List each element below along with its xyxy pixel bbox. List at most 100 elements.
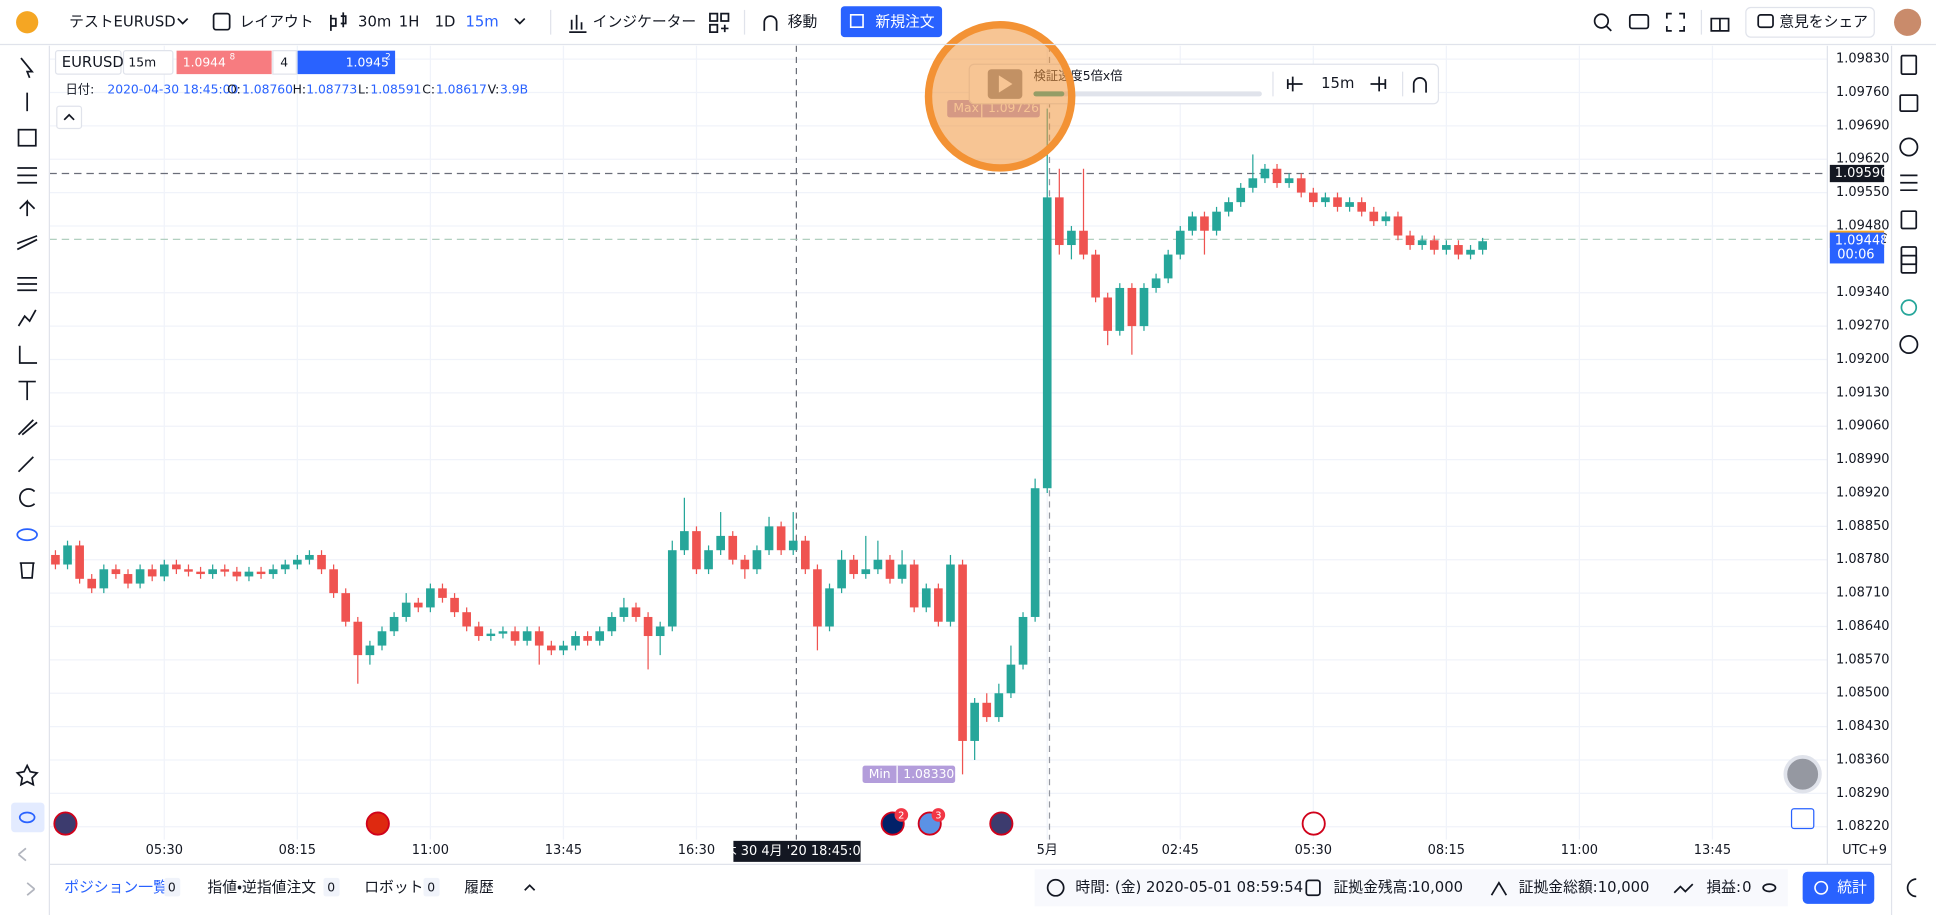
redo[interactable] (26, 882, 36, 896)
favorites-tool[interactable] (15, 763, 39, 787)
theme-toggle[interactable] (1906, 878, 1917, 898)
interval-button[interactable]: 30m (358, 13, 391, 30)
positions-tab[interactable]: ポジション一覧 (64, 879, 168, 896)
legend-symbol[interactable]: EURUSD (62, 54, 124, 71)
candle-body (159, 564, 169, 577)
report-icon[interactable] (1900, 254, 1918, 274)
candle-body (268, 569, 278, 575)
settings-icon[interactable] (1899, 335, 1919, 355)
snapshot-icon[interactable] (1628, 13, 1650, 30)
legend-interval[interactable]: 15m (128, 56, 156, 70)
sell-button[interactable] (176, 50, 272, 75)
calendar-icon[interactable] (1899, 94, 1919, 113)
candle-body (825, 588, 834, 627)
brush-tool[interactable] (17, 419, 38, 436)
sync-tool[interactable] (11, 802, 45, 833)
replay-interval[interactable]: 15m (1321, 75, 1354, 92)
delete-tool[interactable] (19, 562, 35, 579)
chevron[interactable] (514, 17, 526, 25)
interval-button[interactable]: 1H (399, 13, 420, 30)
undo[interactable] (17, 847, 27, 862)
sell-price[interactable]: 1.0944 (183, 56, 226, 70)
event-badge (894, 808, 909, 822)
magnet-tool[interactable] (19, 488, 36, 508)
candle-body (982, 702, 992, 718)
cursor-tool[interactable] (20, 57, 34, 79)
candle-body (51, 554, 60, 565)
pl-label: 損益: (1706, 879, 1741, 896)
buy-price[interactable]: 1.0945 (346, 56, 389, 70)
candle-body (75, 545, 84, 579)
replay-progress (1033, 91, 1262, 97)
alerts-icon[interactable] (1899, 137, 1919, 157)
gann-tool[interactable] (17, 276, 38, 292)
pen-tool[interactable] (17, 456, 34, 473)
notes-icon[interactable] (1900, 210, 1918, 230)
layout-button[interactable]: レイアウト (240, 13, 314, 30)
interval-button[interactable]: 1D (435, 13, 456, 30)
search-icon[interactable] (1593, 13, 1610, 29)
share-label[interactable]: 意見をシェア (1779, 13, 1868, 30)
symbol-button[interactable]: テストEURUSD (69, 13, 175, 30)
stats-icon (1814, 880, 1829, 895)
indicators-button[interactable]: インジケーター (593, 13, 697, 30)
collapse-button[interactable] (56, 105, 83, 130)
candle-body (184, 569, 193, 572)
replay-exit-icon[interactable] (1412, 76, 1427, 93)
balance-icon (1305, 879, 1321, 897)
interval-box[interactable] (122, 50, 174, 75)
candle-body (1163, 254, 1173, 279)
robot-tab[interactable]: ロボット (364, 879, 423, 896)
new-order-button[interactable] (840, 6, 943, 38)
y-tick-label: 1.08500 (1836, 686, 1890, 701)
replay-return-button[interactable] (1783, 755, 1822, 794)
date-label: 日付: (65, 83, 94, 97)
step-back-icon[interactable] (1286, 76, 1303, 92)
text-tool[interactable] (18, 380, 36, 401)
visibility-tool[interactable] (16, 528, 38, 542)
candle-body (813, 569, 822, 627)
fullscreen-icon[interactable] (1665, 12, 1685, 32)
stats-label[interactable]: 統計 (1837, 879, 1867, 896)
chevron[interactable] (177, 17, 189, 25)
cloud-icon[interactable] (1900, 299, 1918, 316)
volume-label: V: (488, 83, 500, 97)
share-button[interactable] (1745, 6, 1875, 38)
orders-tab[interactable]: 指値・逆指値注文 (207, 879, 316, 896)
symbol-box[interactable] (54, 50, 122, 75)
candle-body (801, 540, 810, 570)
chart-type-icon[interactable] (330, 12, 347, 31)
gift-icon[interactable] (1710, 17, 1730, 32)
candle-body (1393, 216, 1403, 236)
list-icon[interactable] (1900, 174, 1918, 192)
visibility-toggle[interactable] (1762, 883, 1777, 893)
move-button[interactable]: 移動 (788, 13, 818, 30)
history-tab[interactable]: 履歴 (464, 879, 494, 896)
watchlist-icon[interactable] (1900, 54, 1918, 75)
rect-tool[interactable] (17, 128, 37, 147)
new-order-label[interactable]: 新規注文 (875, 13, 934, 30)
candle-body (305, 554, 314, 560)
step-forward-icon[interactable] (1370, 76, 1387, 92)
indicator-icon[interactable] (569, 14, 587, 34)
candle-body (1381, 216, 1391, 222)
candle-body (208, 569, 217, 575)
auto-scale-button[interactable] (1790, 808, 1815, 830)
buy-button[interactable] (297, 50, 396, 75)
logo[interactable] (16, 11, 39, 34)
measure-tool[interactable] (18, 345, 38, 364)
candle-body (341, 593, 351, 622)
move-icon[interactable] (763, 15, 778, 31)
expand-button[interactable] (524, 884, 536, 891)
layout-checkbox[interactable] (212, 12, 231, 31)
avatar[interactable] (1894, 8, 1922, 36)
stats-button[interactable] (1802, 871, 1875, 904)
arrow-tool[interactable] (19, 199, 36, 217)
pattern-tool[interactable] (17, 309, 37, 327)
interval-button[interactable]: 15m (465, 13, 498, 30)
y-tick-label: 1.08430 (1836, 719, 1890, 734)
fib-tool[interactable] (17, 167, 38, 184)
templates-icon[interactable] (709, 12, 730, 34)
channel-tool[interactable] (16, 235, 38, 251)
candle-body (450, 597, 459, 613)
